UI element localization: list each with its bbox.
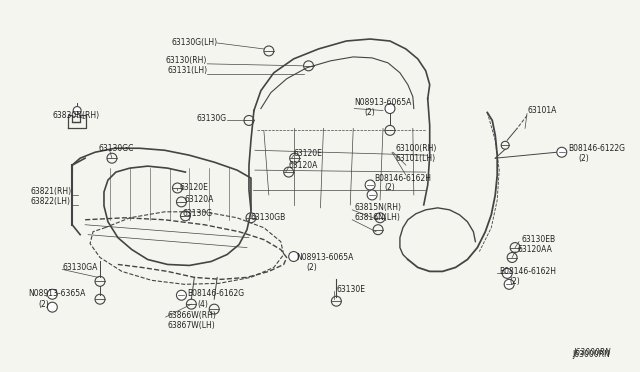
Text: 63130GB: 63130GB — [251, 213, 286, 222]
Text: 63101A: 63101A — [527, 106, 556, 115]
Text: 63120E: 63120E — [179, 183, 209, 192]
Circle shape — [504, 279, 514, 289]
Text: 63100(RH): 63100(RH) — [396, 144, 437, 153]
Text: 63130GA: 63130GA — [62, 263, 98, 272]
Text: (2): (2) — [509, 277, 520, 286]
Text: (2): (2) — [579, 154, 589, 163]
Text: J63000RN: J63000RN — [573, 348, 611, 357]
Text: 63822(LH): 63822(LH) — [31, 198, 70, 206]
Circle shape — [385, 103, 395, 113]
Text: 63130EB: 63130EB — [521, 235, 555, 244]
Text: 63816N(LH): 63816N(LH) — [354, 213, 400, 222]
Text: 63866W(RH): 63866W(RH) — [168, 311, 216, 320]
Circle shape — [47, 289, 58, 299]
Text: (2): (2) — [307, 263, 317, 272]
Text: 63130G(LH): 63130G(LH) — [171, 38, 217, 48]
Text: 63830N(RH): 63830N(RH) — [52, 111, 99, 120]
Text: 63130E: 63130E — [337, 285, 365, 294]
Text: 63130(RH): 63130(RH) — [166, 57, 207, 65]
Circle shape — [557, 147, 567, 157]
Text: 63120A: 63120A — [184, 195, 214, 204]
Text: 63130G: 63130G — [197, 114, 227, 123]
Text: 63120AA: 63120AA — [517, 245, 552, 254]
Text: 63120E: 63120E — [294, 149, 323, 158]
Circle shape — [365, 180, 375, 190]
Text: 63131(LH): 63131(LH) — [167, 66, 207, 75]
Text: (2): (2) — [38, 300, 49, 309]
Text: B08146-6162H: B08146-6162H — [499, 267, 556, 276]
Text: 63130G: 63130G — [182, 209, 212, 218]
Circle shape — [289, 251, 299, 262]
Text: J63000RN: J63000RN — [573, 350, 611, 359]
Text: (2): (2) — [384, 183, 395, 192]
Text: 63821(RH): 63821(RH) — [31, 187, 72, 196]
Circle shape — [47, 302, 58, 312]
Text: 63815N(RH): 63815N(RH) — [354, 203, 401, 212]
Text: B08146-6122G: B08146-6122G — [569, 144, 626, 153]
Circle shape — [177, 290, 186, 300]
Text: N08913-6065A: N08913-6065A — [354, 98, 412, 107]
Text: 63867W(LH): 63867W(LH) — [168, 321, 215, 330]
Text: N08913-6365A: N08913-6365A — [29, 289, 86, 298]
Text: B08146-6162G: B08146-6162G — [188, 289, 244, 298]
Text: (2): (2) — [364, 108, 375, 117]
Text: B08146-6162H: B08146-6162H — [374, 174, 431, 183]
Text: 63101(LH): 63101(LH) — [396, 154, 436, 163]
Text: 63120A: 63120A — [289, 161, 318, 170]
Text: (4): (4) — [197, 300, 208, 309]
Text: 63130GC: 63130GC — [98, 144, 133, 153]
Circle shape — [367, 190, 377, 200]
Text: N08913-6065A: N08913-6065A — [296, 253, 354, 262]
Circle shape — [73, 106, 81, 115]
Circle shape — [502, 269, 512, 278]
